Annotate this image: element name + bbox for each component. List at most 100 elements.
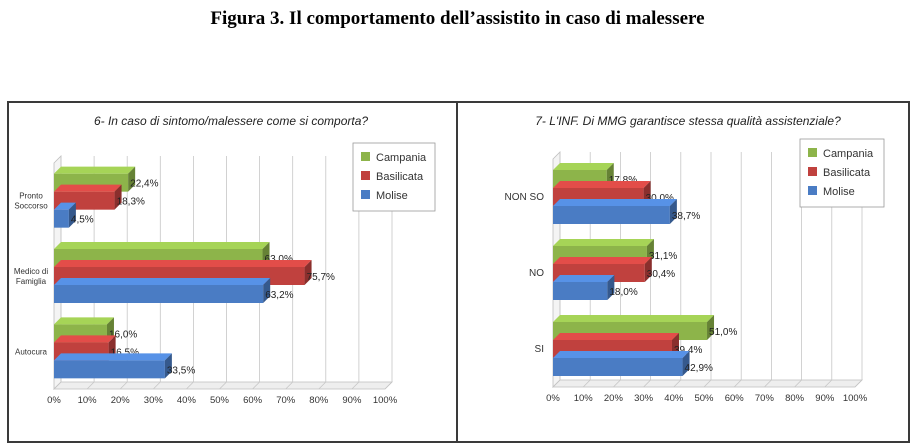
gridline-floor bbox=[53, 381, 62, 390]
category-label: Soccorso bbox=[14, 202, 48, 211]
gridline-floor bbox=[703, 379, 712, 388]
gridline-floor bbox=[764, 379, 772, 388]
bar-top bbox=[54, 166, 136, 174]
data-label: 22,4% bbox=[130, 179, 158, 190]
gridline-floor bbox=[733, 379, 742, 388]
data-label: 18,3% bbox=[117, 197, 145, 208]
bar-end bbox=[164, 353, 172, 379]
bar-top bbox=[553, 163, 614, 170]
data-label: 30,0% bbox=[646, 193, 674, 204]
x-tick-label: 80% bbox=[309, 395, 329, 406]
bar-top bbox=[553, 181, 651, 188]
bar-top bbox=[553, 315, 715, 322]
bar-front bbox=[54, 209, 69, 228]
bar-molise bbox=[54, 202, 76, 228]
bar-top bbox=[553, 351, 690, 358]
x-tick-label: 30% bbox=[144, 395, 164, 406]
bar-top bbox=[54, 353, 172, 361]
bar-end bbox=[128, 166, 136, 192]
legend-label: Basilicata bbox=[376, 171, 424, 183]
legend-swatch-molise bbox=[361, 190, 370, 199]
legend-label: Campania bbox=[376, 152, 427, 164]
legend-swatch-campania bbox=[808, 148, 817, 157]
bar-molise bbox=[54, 278, 271, 303]
gridline-floor bbox=[285, 381, 293, 390]
data-label: 63,2% bbox=[265, 290, 293, 301]
category-label: Famiglia bbox=[16, 277, 47, 286]
x-tick-label: 20% bbox=[604, 393, 624, 404]
x-tick-label: 60% bbox=[243, 395, 263, 406]
x-tick-label: 0% bbox=[546, 393, 560, 404]
bar-top bbox=[553, 275, 615, 282]
x-tick-label: 100% bbox=[373, 395, 398, 406]
legend-swatch-basilicata bbox=[808, 167, 817, 176]
bar-top bbox=[54, 335, 116, 343]
chart-title: 6- In caso di sintomo/malessere come si … bbox=[94, 114, 368, 128]
bar-top bbox=[553, 199, 677, 206]
bar-end bbox=[682, 351, 690, 376]
legend-swatch-campania bbox=[361, 152, 370, 161]
gridline-floor bbox=[552, 379, 561, 388]
x-tick-label: 70% bbox=[755, 393, 775, 404]
bar-front bbox=[553, 282, 608, 300]
x-tick-label: 90% bbox=[342, 395, 362, 406]
gridline-floor bbox=[794, 379, 802, 388]
gridline-floor bbox=[219, 381, 227, 390]
bar-molise bbox=[553, 275, 615, 300]
bar-front bbox=[54, 285, 264, 303]
bar-end bbox=[644, 257, 652, 282]
legend-label: Molise bbox=[823, 186, 855, 198]
legend-label: Basilicata bbox=[823, 167, 871, 179]
bar-end bbox=[707, 315, 715, 340]
x-tick-label: 70% bbox=[276, 395, 296, 406]
bar-top bbox=[54, 202, 76, 210]
bar-end bbox=[304, 260, 312, 285]
legend-swatch-molise bbox=[808, 186, 817, 195]
data-label: 4,5% bbox=[71, 215, 94, 226]
x-tick-label: 50% bbox=[210, 395, 230, 406]
x-tick-label: 60% bbox=[725, 393, 745, 404]
data-label: 63,0% bbox=[265, 254, 293, 265]
x-tick-label: 80% bbox=[785, 393, 805, 404]
bar-end bbox=[607, 275, 615, 300]
gridline-floor bbox=[351, 381, 360, 390]
gridline-floor bbox=[643, 379, 651, 388]
category-label: NO bbox=[529, 268, 544, 279]
chart-panel-qualita: 7- L'INF. Di MMG garantisce stessa quali… bbox=[456, 101, 910, 443]
data-label: 75,7% bbox=[307, 272, 335, 283]
data-label: 30,4% bbox=[647, 269, 675, 280]
bar-molise bbox=[553, 351, 690, 376]
legend: Campania Basilicata Molise bbox=[799, 138, 885, 208]
legend: Campania Basilicata Molise bbox=[352, 142, 436, 212]
gridline-floor bbox=[384, 381, 393, 390]
bar-front bbox=[553, 206, 670, 224]
bar-front bbox=[54, 360, 165, 379]
chart-panel-sintomo: 6- In caso di sintomo/malessere come si … bbox=[7, 101, 458, 443]
data-label: 39,4% bbox=[674, 345, 702, 356]
gridline-floor bbox=[582, 379, 591, 388]
bar-end bbox=[263, 278, 271, 303]
category-label: Medico di bbox=[14, 267, 48, 276]
gridline-floor bbox=[86, 381, 95, 390]
legend-swatch-basilicata bbox=[361, 171, 370, 180]
data-label: 42,9% bbox=[685, 363, 713, 374]
bar-top bbox=[54, 317, 114, 325]
gridline-floor bbox=[119, 381, 128, 390]
bar-top bbox=[553, 333, 679, 340]
bar-top bbox=[553, 257, 652, 264]
legend-label: Molise bbox=[376, 190, 408, 202]
x-tick-label: 10% bbox=[574, 393, 594, 404]
bar-end bbox=[669, 199, 677, 224]
bar-end bbox=[114, 184, 122, 210]
bar-top bbox=[54, 242, 270, 249]
chart-title: 7- L'INF. Di MMG garantisce stessa quali… bbox=[535, 114, 841, 128]
x-tick-label: 10% bbox=[78, 395, 98, 406]
gridline-floor bbox=[252, 381, 260, 390]
data-label: 18,0% bbox=[609, 287, 637, 298]
data-label: 38,7% bbox=[672, 211, 700, 222]
data-label: 17,8% bbox=[609, 175, 637, 186]
x-tick-label: 0% bbox=[47, 395, 61, 406]
data-label: 16,0% bbox=[109, 329, 137, 340]
category-label: SI bbox=[535, 344, 544, 355]
x-tick-label: 100% bbox=[843, 393, 868, 404]
